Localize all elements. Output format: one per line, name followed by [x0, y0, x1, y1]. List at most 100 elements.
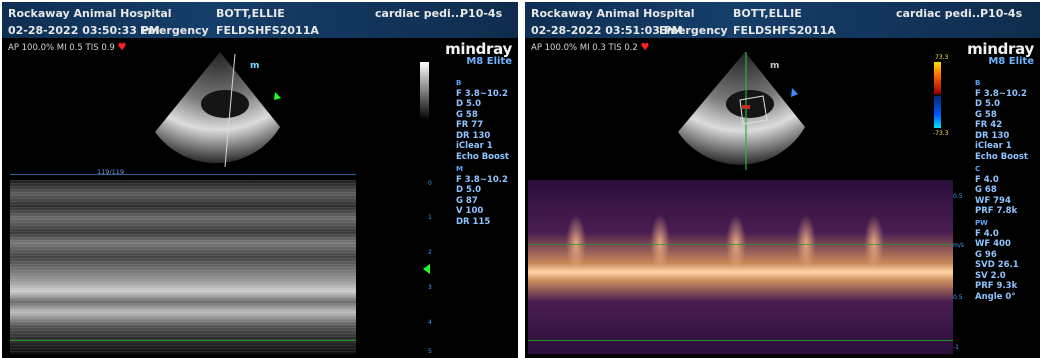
- timeline-bar: [10, 174, 356, 175]
- exam-mode: Emergency: [140, 24, 209, 37]
- baseline-cursor: [10, 340, 356, 341]
- param-frame-rate: FR 77: [456, 120, 484, 130]
- depth-tick: 5: [428, 348, 432, 355]
- color-scale-bottom: -73.3: [933, 130, 949, 137]
- param-depth: D 5.0: [975, 99, 1001, 109]
- probe-name: P10-4s: [460, 7, 503, 20]
- b-mode-sector-image: m: [155, 52, 281, 168]
- color-params: C F 4.0 G 68 WF 794 PRF 7.8k: [975, 164, 1017, 217]
- grayscale-bar: [420, 62, 429, 120]
- heart-icon: ♥: [640, 42, 650, 53]
- param-dynamic-range: DR 130: [975, 130, 1010, 141]
- brand-block: mindray M8 Elite: [445, 40, 512, 67]
- acoustic-output: AP 100.0% MI 0.3 TIS 0.2: [531, 43, 638, 53]
- param-gain: G 68: [975, 185, 997, 195]
- probe-name: P10-4s: [980, 7, 1023, 20]
- brand-logo: mindray: [967, 40, 1034, 58]
- device-model: M8 Elite: [466, 56, 512, 67]
- status-line: AP 100.0% MI 0.5 TIS 0.9 ♥: [8, 42, 127, 53]
- acoustic-output: AP 100.0% MI 0.5 TIS 0.9: [8, 43, 115, 53]
- study-type: cardiac pedi...: [896, 7, 985, 20]
- param-gain: G 96: [975, 249, 997, 260]
- doppler-baseline[interactable]: [528, 244, 953, 245]
- operator-id: FELDSHFS2011A: [733, 24, 836, 37]
- param-echo-boost: Echo Boost: [456, 151, 509, 162]
- b-mode-sector-image: m: [678, 52, 805, 170]
- param-depth: D 5.0: [456, 99, 482, 109]
- left-ultrasound-panel: Rockaway Animal Hospital BOTT,ELLIE card…: [2, 2, 518, 358]
- exam-mode: Emergency: [659, 24, 728, 37]
- param-dynamic-range: DR 130: [456, 130, 491, 141]
- marker-arrow-icon: [791, 88, 798, 97]
- m-line-cursor[interactable]: [224, 53, 236, 168]
- operator-id: FELDSHFS2011A: [216, 24, 319, 37]
- velocity-tick-bottom: -0.5: [951, 294, 963, 301]
- param-frequency: F 4.0: [975, 174, 999, 185]
- param-prf: PRF 9.3k: [975, 281, 1018, 291]
- param-iclear: iClear 1: [975, 141, 1012, 151]
- param-wall-filter: WF 400: [975, 239, 1011, 249]
- param-section-label: M: [456, 165, 463, 173]
- depth-scale: 0 1 2 3 4 5: [428, 180, 440, 356]
- param-sample-volume-depth: SVD 26.1: [975, 260, 1019, 270]
- study-type: cardiac pedi...: [375, 7, 464, 20]
- depth-tick: 0: [428, 180, 432, 187]
- color-scale-top: 73.3: [935, 54, 949, 61]
- patient-name: BOTT,ELLIE: [733, 7, 802, 20]
- param-sweep-speed: V 100: [456, 206, 484, 216]
- param-prf: PRF 7.8k: [975, 206, 1018, 216]
- param-frequency: F 3.8~10.2: [456, 88, 508, 99]
- header-bar: Rockaway Animal Hospital BOTT,ELLIE card…: [525, 2, 1040, 38]
- frame-counter: 119/119: [97, 168, 125, 176]
- param-frequency: F 4.0: [975, 228, 999, 239]
- hospital-name: Rockaway Animal Hospital: [531, 7, 695, 20]
- b-mode-params: B F 3.8~10.2 D 5.0 G 58 FR 42 DR 130 iCl…: [975, 78, 1028, 162]
- device-model: M8 Elite: [988, 56, 1034, 67]
- param-frequency: F 3.8~10.2: [456, 174, 508, 185]
- depth-tick: 2: [428, 249, 432, 256]
- param-echo-boost: Echo Boost: [975, 151, 1028, 162]
- color-velocity-bar: [934, 62, 941, 128]
- param-gain: G 58: [975, 109, 997, 120]
- param-section-label: C: [975, 165, 981, 173]
- pw-params: PW F 4.0 WF 400 G 96 SVD 26.1 SV 2.0 PRF…: [975, 218, 1019, 302]
- param-wall-filter: WF 794: [975, 195, 1011, 206]
- header-bar: Rockaway Animal Hospital BOTT,ELLIE card…: [2, 2, 518, 38]
- param-depth: D 5.0: [456, 185, 482, 195]
- param-gain: G 58: [456, 109, 478, 120]
- param-section-label: PW: [975, 219, 988, 227]
- marker-arrow-icon: [274, 92, 281, 100]
- param-section-label: B: [456, 79, 462, 87]
- param-gain: G 87: [456, 195, 478, 206]
- right-ultrasound-panel: Rockaway Animal Hospital BOTT,ELLIE card…: [525, 2, 1040, 358]
- param-frequency: F 3.8~10.2: [975, 88, 1027, 99]
- param-angle: Angle 0°: [975, 291, 1016, 302]
- param-frame-rate: FR 42: [975, 120, 1003, 130]
- status-line: AP 100.0% MI 0.3 TIS 0.2 ♥: [531, 42, 650, 53]
- depth-tick: 3: [428, 284, 432, 291]
- m-mode-trace: [10, 180, 356, 354]
- depth-tick: 1: [428, 214, 432, 221]
- velocity-tick-lowest: -1: [953, 344, 959, 351]
- m-mode-params: M F 3.8~10.2 D 5.0 G 87 V 100 DR 115: [456, 164, 508, 227]
- param-dynamic-range: DR 115: [456, 216, 491, 227]
- velocity-unit: m/s: [953, 242, 964, 249]
- sample-gate[interactable]: [742, 105, 750, 109]
- hospital-name: Rockaway Animal Hospital: [8, 7, 172, 20]
- svg-text:m: m: [770, 61, 779, 71]
- color-box[interactable]: [739, 95, 768, 125]
- velocity-tick-top: 0.5: [953, 193, 963, 200]
- param-iclear: iClear 1: [456, 141, 493, 151]
- focus-marker-icon[interactable]: [423, 264, 430, 274]
- pw-doppler-spectrum: [528, 180, 953, 354]
- sweep-baseline: [528, 340, 953, 341]
- exam-datetime: 02-28-2022 03:51:03 PM: [531, 24, 683, 37]
- brand-block: mindray M8 Elite: [967, 40, 1034, 67]
- exam-datetime: 02-28-2022 03:50:33 PM: [8, 24, 160, 37]
- patient-name: BOTT,ELLIE: [216, 7, 285, 20]
- b-mode-params: B F 3.8~10.2 D 5.0 G 58 FR 77 DR 130 iCl…: [456, 78, 509, 162]
- depth-tick: 4: [428, 319, 432, 326]
- svg-text:m: m: [250, 61, 259, 71]
- param-sample-volume: SV 2.0: [975, 270, 1006, 281]
- param-section-label: B: [975, 79, 981, 87]
